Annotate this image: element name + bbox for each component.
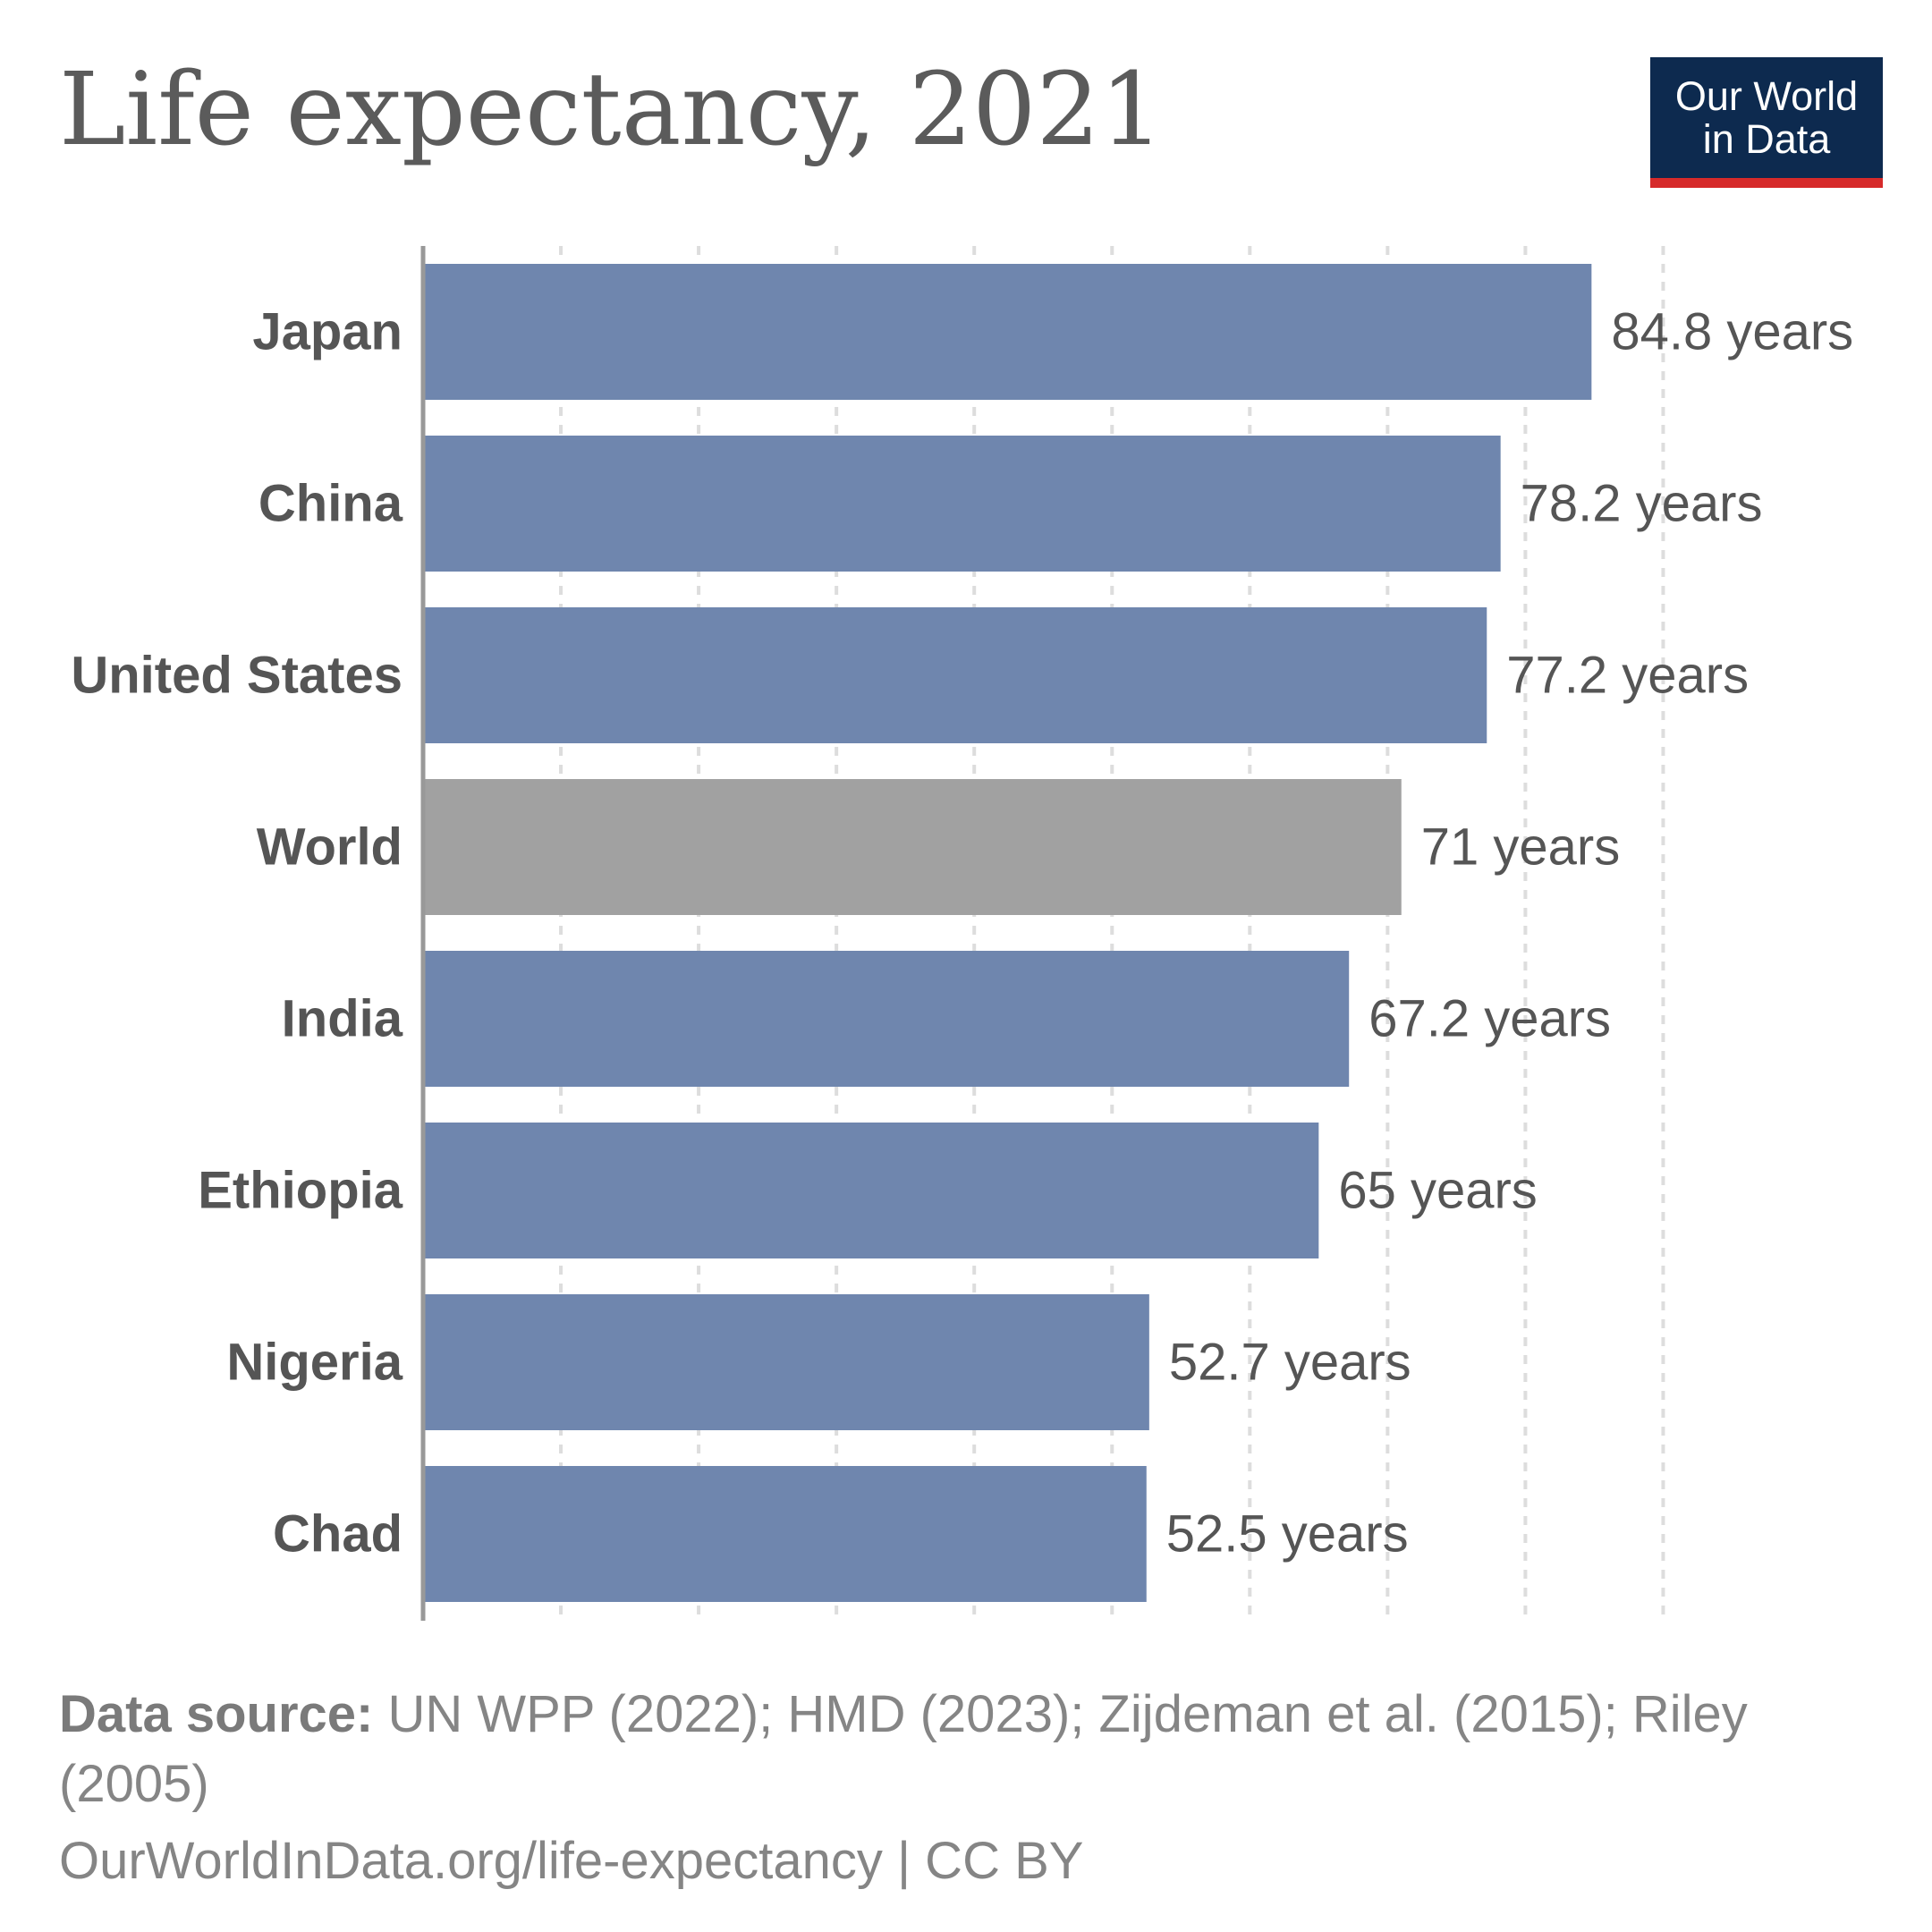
bar-japan[interactable] bbox=[423, 264, 1592, 400]
value-label-chad: 52.5 years bbox=[1166, 1505, 1409, 1563]
value-label-ethiopia: 65 years bbox=[1338, 1162, 1537, 1220]
category-label-nigeria: Nigeria bbox=[226, 1334, 402, 1392]
data-source-label: Data source: bbox=[59, 1685, 374, 1743]
category-label-china: China bbox=[258, 475, 403, 533]
category-label-chad: Chad bbox=[273, 1505, 402, 1563]
value-label-india: 67.2 years bbox=[1368, 990, 1611, 1048]
value-label-nigeria: 52.7 years bbox=[1169, 1334, 1411, 1392]
logo-line-1: Our World bbox=[1674, 72, 1859, 119]
value-label-china: 78.2 years bbox=[1521, 475, 1763, 533]
category-labels: Japan China United States World India Ethiopi… bbox=[71, 303, 402, 1563]
bar-united-states[interactable] bbox=[423, 607, 1487, 743]
data-source: Data source: UN WPP (2022); HMD (2023); … bbox=[59, 1680, 1866, 1819]
bar-chart: Japan China United States World India Ethiopi… bbox=[71, 246, 1853, 1621]
category-label-world: World bbox=[257, 818, 402, 877]
source-url[interactable]: OurWorldInData.org/life-expectancy | CC … bbox=[59, 1832, 1084, 1890]
value-label-united-states: 77.2 years bbox=[1506, 647, 1749, 705]
value-label-japan: 84.8 years bbox=[1611, 303, 1853, 361]
owid-logo[interactable]: Our World in Data bbox=[1650, 57, 1883, 188]
bar-china[interactable] bbox=[423, 436, 1501, 572]
value-labels: 84.8 years 78.2 years 77.2 years 71 years 67… bbox=[1166, 303, 1853, 1563]
bar-world[interactable] bbox=[423, 779, 1402, 915]
chart-title: Life expectancy, 2021 bbox=[59, 52, 1164, 168]
bar-india[interactable] bbox=[423, 951, 1350, 1087]
category-label-united-states: United States bbox=[71, 647, 402, 705]
logo-line-2: in Data bbox=[1702, 115, 1831, 162]
bar-ethiopia[interactable] bbox=[423, 1123, 1319, 1258]
bar-chad[interactable] bbox=[423, 1466, 1147, 1602]
bars bbox=[423, 264, 1592, 1602]
category-label-india: India bbox=[282, 990, 403, 1048]
bar-nigeria[interactable] bbox=[423, 1294, 1149, 1430]
category-label-japan: Japan bbox=[252, 303, 402, 361]
value-label-world: 71 years bbox=[1421, 818, 1620, 877]
category-label-ethiopia: Ethiopia bbox=[198, 1162, 403, 1220]
data-source-text: UN WPP (2022); HMD (2023); Zijdeman et a… bbox=[59, 1685, 1748, 1813]
footer: Data source: UN WPP (2022); HMD (2023); … bbox=[59, 1680, 1866, 1896]
